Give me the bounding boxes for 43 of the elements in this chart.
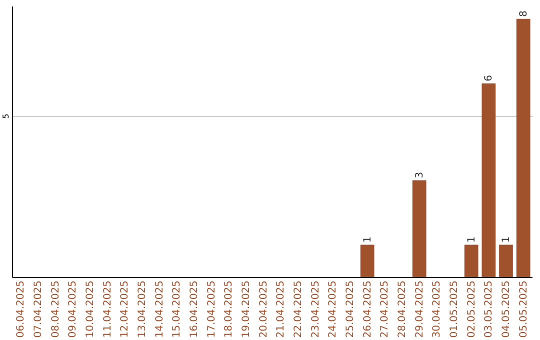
x-tick-label: 11.04.2025 — [102, 280, 114, 338]
x-tick-label: 02.05.2025 — [466, 280, 478, 338]
bar — [482, 83, 496, 277]
x-tick-label: 15.04.2025 — [172, 280, 183, 338]
x-tick-label: 05.05.2025 — [518, 280, 530, 338]
y-tick-label: 5 — [2, 114, 10, 119]
data-label: 3 — [414, 172, 426, 178]
x-tick-label: 24.04.2025 — [328, 280, 339, 338]
x-tick-label: 04.05.2025 — [501, 280, 512, 338]
data-label: 1 — [501, 236, 512, 243]
data-label: 8 — [518, 10, 530, 17]
x-tick-label: 13.04.2025 — [137, 280, 148, 338]
data-label: 1 — [362, 236, 374, 243]
x-tick-label: 18.04.2025 — [224, 280, 235, 338]
bar — [516, 18, 530, 277]
x-tick-label: 21.04.2025 — [276, 280, 287, 338]
data-label: 6 — [484, 75, 495, 82]
x-tick-label: 09.04.2025 — [68, 280, 79, 338]
x-tick-label: 14.04.2025 — [154, 280, 166, 338]
x-tick-label: 30.04.2025 — [432, 280, 443, 338]
x-tick-label: 25.04.2025 — [345, 280, 356, 338]
bar — [412, 180, 426, 277]
x-tick-label: 10.04.2025 — [85, 280, 96, 338]
x-tick-label: 07.04.2025 — [33, 280, 44, 338]
x-tick-label: 03.05.2025 — [484, 280, 495, 338]
x-tick-label: 23.04.2025 — [310, 280, 322, 338]
bar — [499, 244, 513, 277]
x-tick-label: 26.04.2025 — [362, 280, 374, 338]
x-tick-label: 20.04.2025 — [258, 280, 270, 338]
x-tick-label: 16.04.2025 — [189, 280, 200, 338]
data-label: 1 — [466, 236, 478, 243]
x-tick-label: 08.04.2025 — [50, 280, 62, 338]
x-tick-label: 12.04.2025 — [120, 280, 131, 338]
x-tick-label: 01.05.2025 — [449, 280, 460, 338]
x-tick-label: 27.04.2025 — [380, 280, 391, 338]
x-tick-label: 22.04.2025 — [293, 280, 304, 338]
bar — [360, 244, 374, 277]
x-tick-label: 28.04.2025 — [397, 280, 408, 338]
bar — [464, 244, 478, 277]
x-tick-label: 06.04.2025 — [16, 280, 27, 338]
x-tick-label: 29.04.2025 — [414, 280, 426, 338]
x-tick-label: 19.04.2025 — [241, 280, 252, 338]
x-tick-label: 17.04.2025 — [206, 280, 218, 338]
